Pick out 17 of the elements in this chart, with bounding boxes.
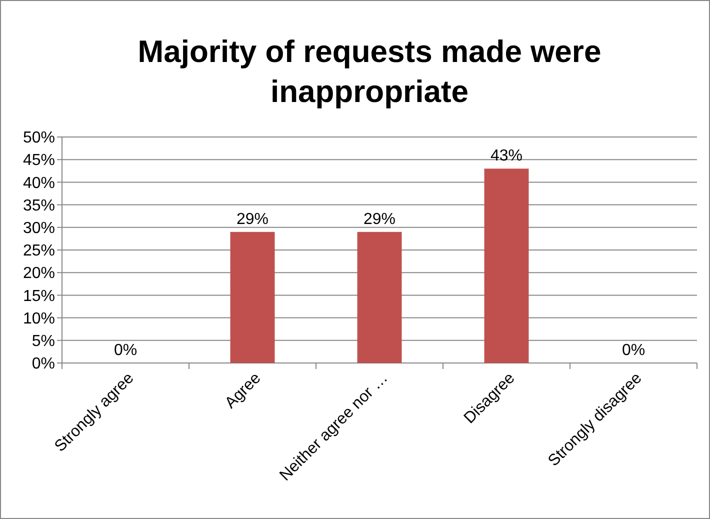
y-tick-label: 50%: [22, 130, 55, 147]
y-tick-label: 5%: [32, 333, 55, 350]
y-tick-label: 20%: [22, 265, 55, 282]
chart-title: Majority of requests made were inappropriate: [138, 34, 602, 109]
y-tick-label: 40%: [22, 174, 55, 192]
data-label: 0%: [622, 342, 646, 359]
data-label: 0%: [114, 342, 138, 359]
y-tick-label: 25%: [22, 242, 55, 260]
y-tick-label: 35%: [22, 197, 55, 214]
y-tick-label: 10%: [22, 310, 55, 328]
data-label: 29%: [236, 210, 269, 228]
y-tick-label: 0%: [32, 356, 55, 373]
y-tick-label: 15%: [22, 288, 55, 305]
y-tick-label: 45%: [22, 152, 55, 170]
data-label: 43%: [490, 148, 523, 165]
y-tick-label: 30%: [22, 220, 55, 237]
data-label: 29%: [363, 210, 396, 228]
